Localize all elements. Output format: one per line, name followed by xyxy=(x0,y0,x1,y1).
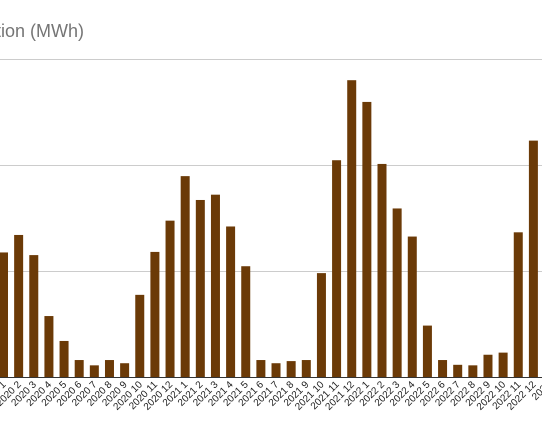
bar xyxy=(438,360,448,377)
bar xyxy=(120,363,130,377)
bar xyxy=(377,163,387,377)
bar xyxy=(44,316,54,377)
bar xyxy=(286,361,296,377)
bar xyxy=(104,360,114,377)
bar xyxy=(241,266,251,377)
bar xyxy=(195,199,205,377)
bar xyxy=(316,273,326,377)
bar xyxy=(271,363,281,377)
bar xyxy=(14,234,24,377)
bar xyxy=(59,340,69,377)
bar xyxy=(362,101,372,378)
bar xyxy=(89,365,99,377)
bar xyxy=(301,360,311,377)
bar xyxy=(150,251,160,377)
chart-title: tion (MWh) xyxy=(0,21,84,41)
bar xyxy=(210,194,220,377)
bar xyxy=(407,236,417,377)
bar xyxy=(453,364,463,377)
bar xyxy=(226,226,236,377)
bar xyxy=(332,160,342,377)
bar xyxy=(422,325,432,377)
bar xyxy=(392,208,402,377)
bar xyxy=(483,354,493,377)
bar xyxy=(513,232,523,377)
bar xyxy=(468,365,478,377)
gridlines xyxy=(0,59,542,272)
bar xyxy=(29,255,39,377)
bar xyxy=(0,252,8,377)
bar xyxy=(498,352,508,377)
bar xyxy=(528,140,538,377)
bar xyxy=(347,80,357,377)
bar xyxy=(165,220,175,377)
bar xyxy=(135,294,145,377)
bars xyxy=(0,80,538,378)
bar xyxy=(180,176,190,377)
bar xyxy=(256,360,266,377)
bar xyxy=(74,360,84,377)
x-tick-label: 2023 xyxy=(530,379,542,403)
